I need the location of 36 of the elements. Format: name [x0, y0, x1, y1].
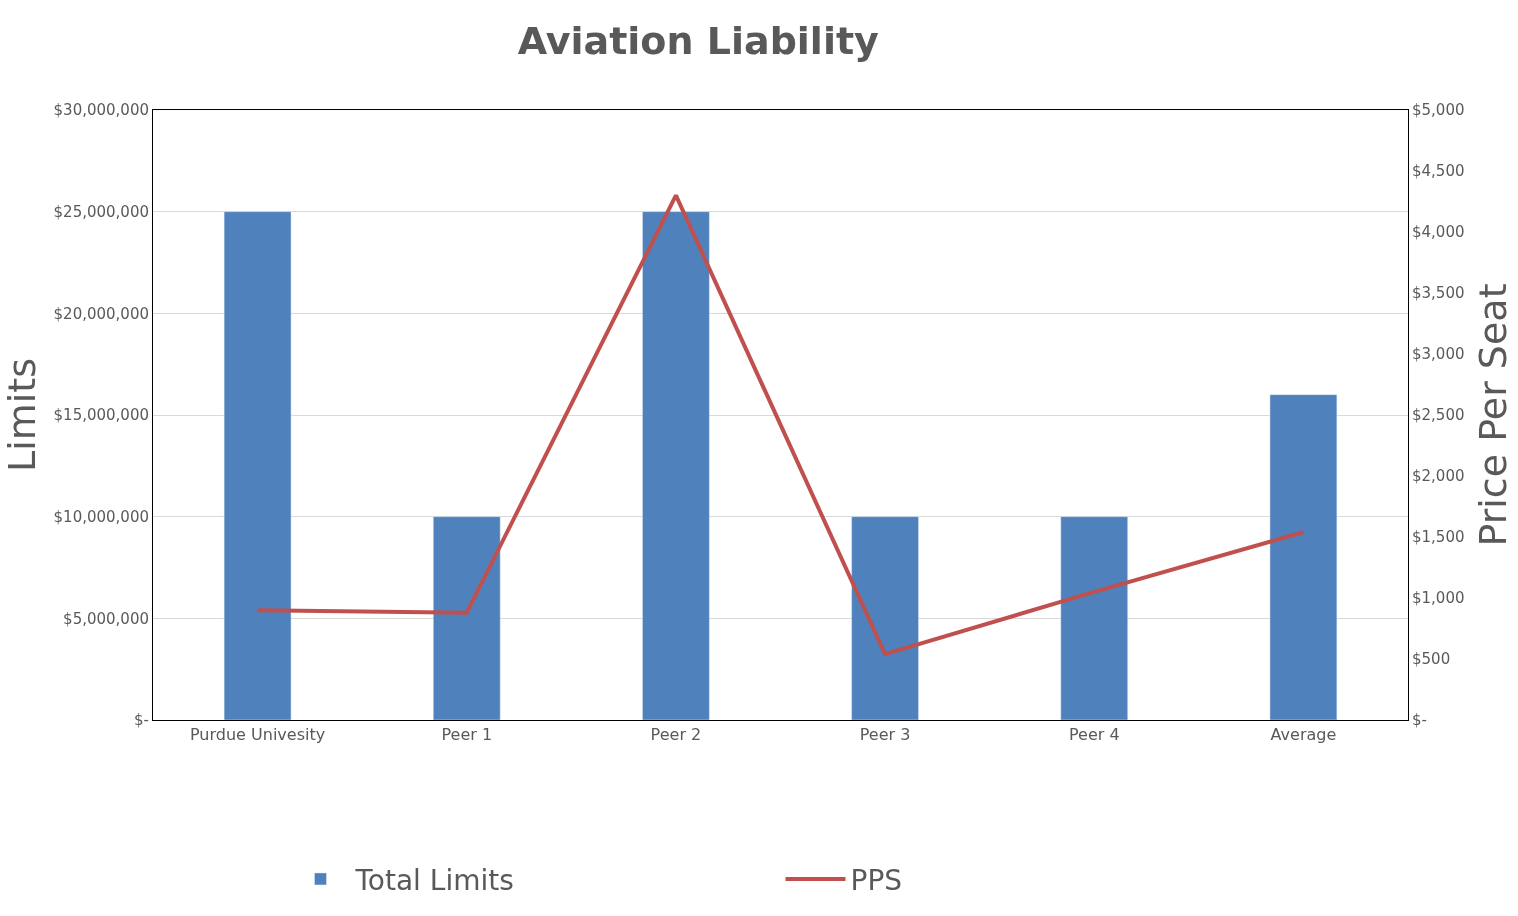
y2-tick-label: $3,500 [1412, 284, 1465, 303]
x-tick-label: Peer 3 [859, 725, 911, 745]
legend-label: PPS [850, 863, 903, 897]
chart-title: Aviation Liability [517, 19, 880, 64]
y2-tick-label: $500 [1412, 650, 1451, 669]
y2-tick-label: $4,500 [1412, 162, 1465, 181]
bar [851, 516, 919, 720]
x-tick-label: Peer 2 [650, 725, 702, 745]
y2-tick-label: $- [1412, 711, 1427, 730]
x-tick-label: Peer 4 [1068, 725, 1120, 745]
y-tick-label: $15,000,000 [53, 406, 149, 425]
legend-label: Total Limits [354, 863, 514, 897]
y-tick-label: $30,000,000 [53, 101, 149, 120]
y2-tick-label: $2,000 [1412, 467, 1465, 486]
y-axis-title: Limits [0, 358, 44, 472]
y-tick-label: $25,000,000 [53, 202, 149, 221]
bar [1060, 516, 1128, 720]
y2-tick-label: $4,000 [1412, 223, 1465, 242]
y2-tick-label: $1,500 [1412, 528, 1465, 547]
y2-tick-label: $5,000 [1412, 101, 1465, 120]
y2-tick-label: $1,000 [1412, 589, 1465, 608]
x-tick-label: Peer 1 [441, 725, 493, 745]
x-tick-label: Purdue Univesity [189, 725, 326, 745]
bar [642, 211, 710, 720]
bar [1269, 394, 1338, 720]
y2-tick-label: $2,500 [1412, 406, 1465, 425]
y2-axis-title: Price Per Seat [1470, 283, 1515, 547]
y2-tick-label: $3,000 [1412, 345, 1465, 364]
x-tick-label: Average [1270, 725, 1337, 745]
y-tick-label: $20,000,000 [53, 304, 149, 323]
y-tick-label: $- [134, 711, 149, 730]
bar [223, 211, 292, 720]
y-tick-label: $10,000,000 [53, 507, 149, 526]
line-series [255, 193, 1306, 657]
y-tick-label: $5,000,000 [63, 609, 149, 628]
bar [433, 516, 501, 720]
